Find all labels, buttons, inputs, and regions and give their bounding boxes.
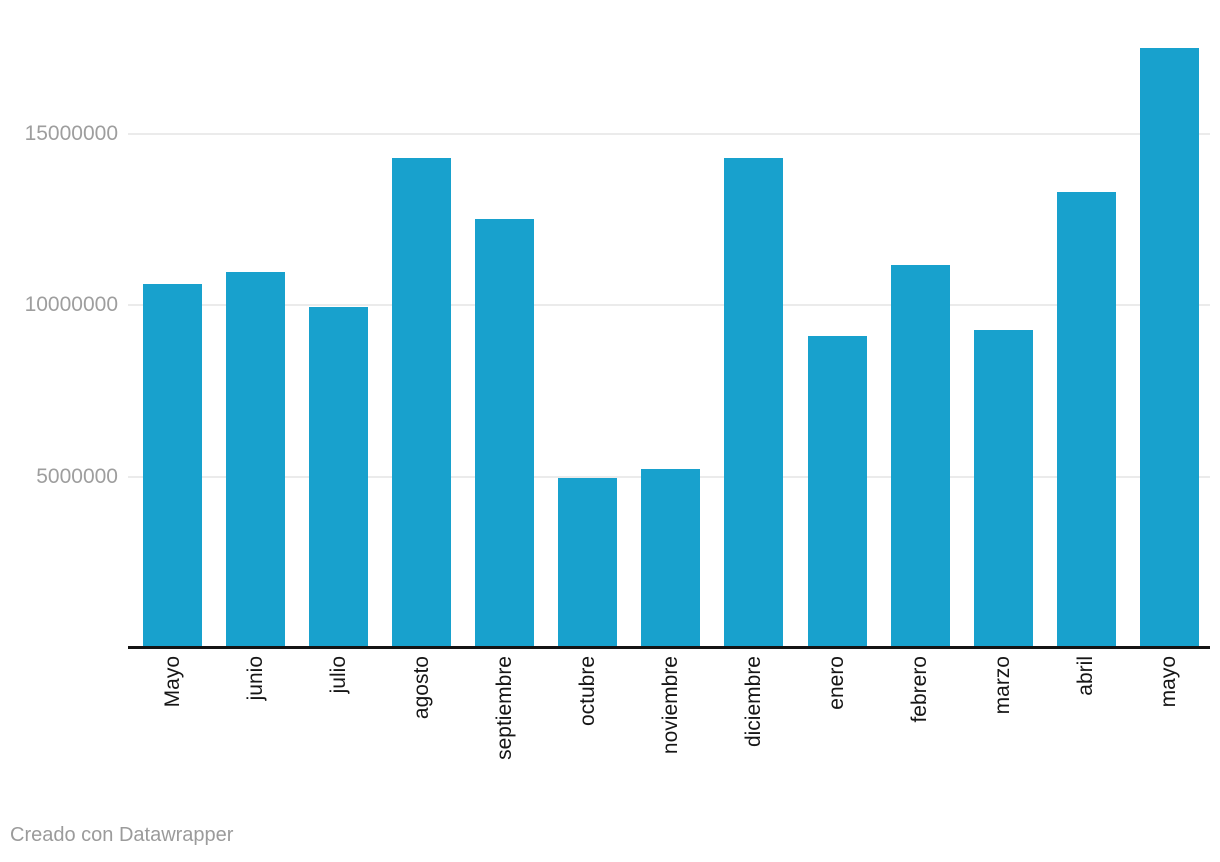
x-axis-line [128,646,1210,649]
bar-febrero[interactable] [890,264,950,648]
y-axis-tick-label: 15000000 [24,121,118,145]
bar-junio[interactable] [226,272,286,648]
bar-septiembre[interactable] [475,218,535,648]
bar-agosto[interactable] [392,158,452,648]
bar-julio[interactable] [309,307,369,648]
x-axis-tick-label-octubre: octubre [575,656,599,727]
gridline-10000000 [128,304,1210,306]
x-axis-tick-label-enero: enero [825,656,849,710]
x-axis-tick-label-diciembre: diciembre [741,656,765,748]
x-axis-tick-label-abril: abril [1074,656,1098,696]
bar-noviembre[interactable] [641,468,701,648]
x-axis-tick-label-junio: junio [243,656,267,701]
bar-Mayo[interactable] [143,284,202,648]
x-axis-tick-label-julio: julio [326,656,350,694]
x-axis-tick-label-febrero: febrero [908,656,932,723]
y-axis-tick-label: 5000000 [36,464,118,488]
x-axis-tick-label-noviembre: noviembre [658,656,682,755]
x-axis-tick-label-Mayo: Mayo [160,656,184,708]
bar-enero[interactable] [807,336,867,648]
attribution[interactable]: Creado con Datawrapper [10,824,234,846]
x-axis-tick-label-marzo: marzo [991,656,1015,715]
x-axis-tick-label-septiembre: septiembre [492,656,516,760]
bar-marzo[interactable] [973,330,1033,648]
bar-diciembre[interactable] [724,158,784,648]
gridline-15000000 [128,132,1210,135]
x-axis-tick-label-agosto: agosto [409,656,433,720]
bar-mayo[interactable] [1139,47,1199,648]
bar-octubre[interactable] [558,478,618,648]
x-axis-tick-label-mayo: mayo [1157,656,1181,708]
bar-abril[interactable] [1056,191,1116,648]
y-axis-tick-label: 10000000 [24,293,118,316]
